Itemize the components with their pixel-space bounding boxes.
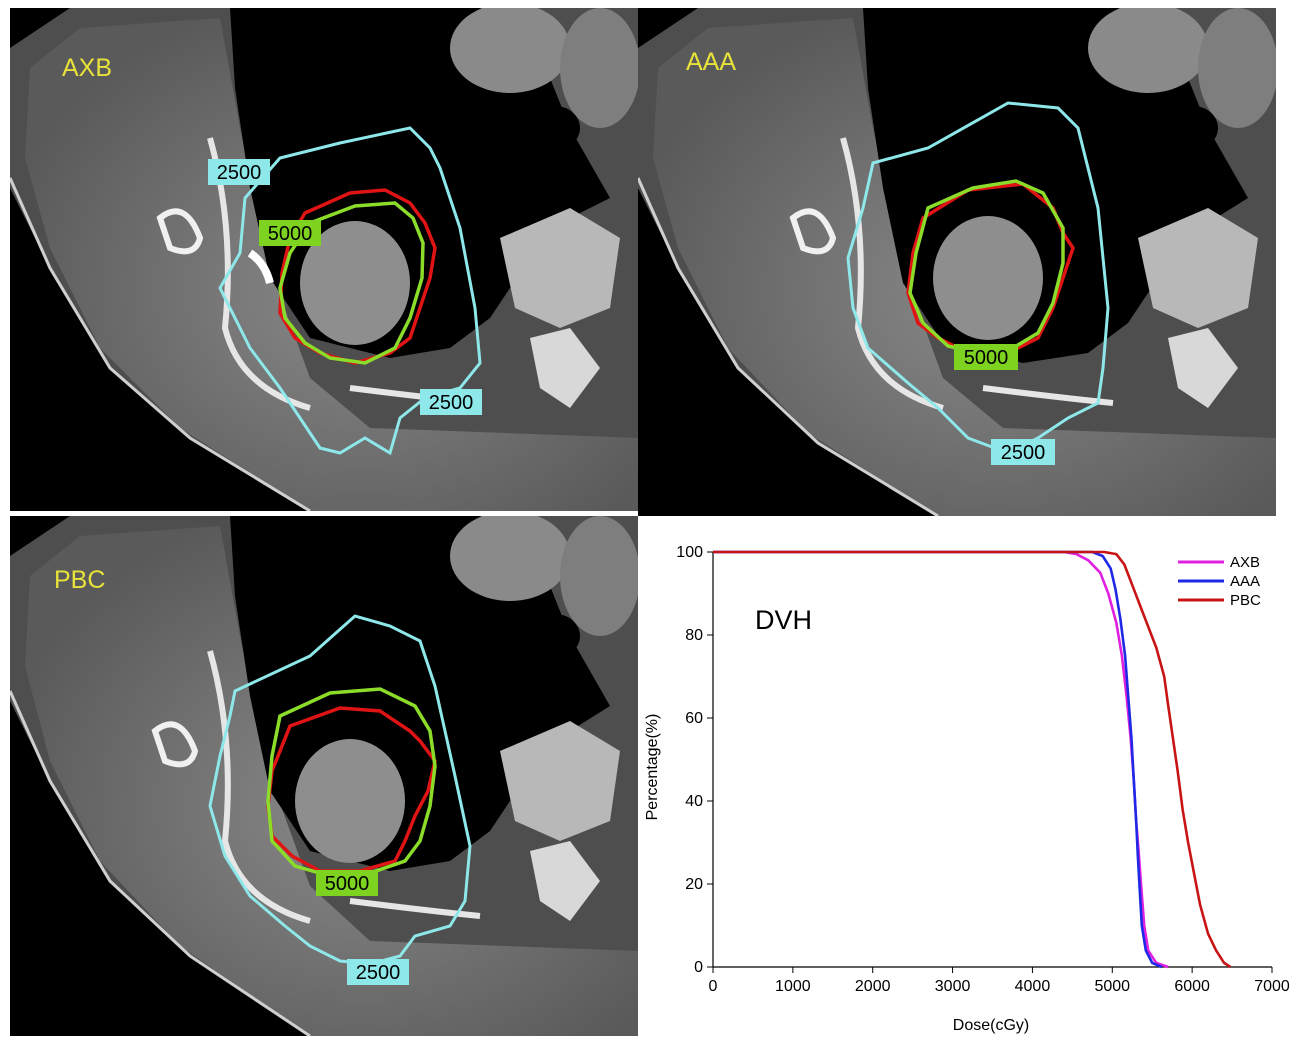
legend-label-aaa: AAA xyxy=(1230,573,1260,590)
x-axis-label: Dose(cGy) xyxy=(953,1017,1029,1034)
isodose-5000-axb xyxy=(278,201,425,365)
iso-tag-5000-pbc: 5000 xyxy=(316,870,378,896)
iso-tag-2500-axb-b: 2500 xyxy=(420,389,482,415)
model-label-axb: AXB xyxy=(62,54,112,82)
isodose-2500-pbc xyxy=(208,614,472,966)
isodose-2500-aaa xyxy=(846,101,1110,455)
isodose-2500-axb xyxy=(218,126,482,456)
y-tick-label: 80 xyxy=(685,627,703,644)
ptv-contour-aaa xyxy=(906,182,1075,355)
x-tick-label: 7000 xyxy=(1254,978,1290,995)
svg-text:2500: 2500 xyxy=(356,962,401,984)
dvh-line-pbc xyxy=(713,550,1232,969)
x-tick-label: 4000 xyxy=(1015,978,1051,995)
iso-tag-2500-pbc: 2500 xyxy=(347,959,409,985)
legend-label-pbc: PBC xyxy=(1230,592,1261,609)
isodose-5000-aaa xyxy=(908,179,1065,355)
svg-text:2500: 2500 xyxy=(429,392,474,414)
x-tick-label: 1000 xyxy=(775,978,811,995)
svg-text:5000: 5000 xyxy=(964,347,1009,369)
model-label-aaa: AAA xyxy=(686,48,736,76)
svg-text:5000: 5000 xyxy=(268,223,313,245)
y-tick-label: 100 xyxy=(676,544,703,561)
x-tick-label: 0 xyxy=(709,978,718,995)
ct-panel-aaa: AAA 5000 2500 xyxy=(638,8,1276,516)
y-axis-label: Percentage(%) xyxy=(644,714,661,821)
iso-tag-5000-aaa: 5000 xyxy=(954,344,1018,370)
y-tick-label: 0 xyxy=(694,959,703,976)
dvh-line-aaa xyxy=(713,550,1163,969)
model-label-pbc: PBC xyxy=(54,566,105,594)
svg-text:2500: 2500 xyxy=(217,162,262,184)
isodose-5000-pbc xyxy=(266,687,437,878)
ct-panel-pbc: PBC 5000 2500 xyxy=(10,516,638,1036)
x-tick-label: 6000 xyxy=(1174,978,1210,995)
svg-text:2500: 2500 xyxy=(1001,442,1046,464)
dvh-series-group xyxy=(713,550,1232,969)
iso-tag-2500-aaa: 2500 xyxy=(991,439,1055,465)
dvh-axes: 0 1000 2000 3000 4000 5000 6000 7000 0 20 40 60 80 10… xyxy=(676,544,1290,995)
svg-text:5000: 5000 xyxy=(325,873,370,895)
legend-label-axb: AXB xyxy=(1230,554,1260,571)
x-tick-label: 3000 xyxy=(935,978,971,995)
dvh-title: DVH xyxy=(755,605,812,635)
ct-panel-axb: AXB 2500 5000 2500 xyxy=(10,8,638,511)
x-tick-label: 2000 xyxy=(855,978,891,995)
iso-tag-2500-axb-a: 2500 xyxy=(208,159,270,185)
y-tick-label: 40 xyxy=(685,793,703,810)
dvh-legend: AXB AAA PBC xyxy=(1178,554,1261,609)
dvh-chart: 0 1000 2000 3000 4000 5000 6000 7000 0 20 40 60 80 10… xyxy=(638,522,1299,1036)
x-tick-label: 5000 xyxy=(1094,978,1130,995)
y-tick-label: 60 xyxy=(685,710,703,727)
y-tick-label: 20 xyxy=(685,876,703,893)
iso-tag-5000-axb: 5000 xyxy=(259,220,321,246)
